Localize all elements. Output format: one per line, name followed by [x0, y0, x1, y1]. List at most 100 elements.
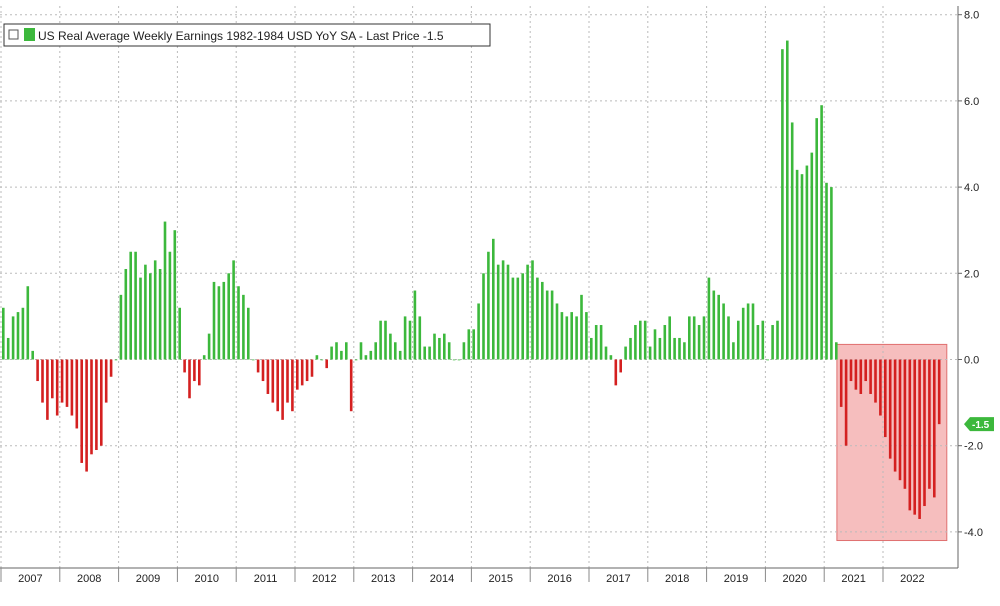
bar-2021-08: [859, 359, 863, 394]
legend-label: US Real Average Weekly Earnings 1982-198…: [38, 29, 444, 43]
bar-2016-01: [531, 260, 534, 360]
bar-2014-08: [447, 342, 451, 360]
bar-2010-04: [193, 359, 196, 382]
last-price-marker: [964, 417, 994, 432]
bar-2021-03: [835, 342, 838, 360]
bar-2007-09: [41, 359, 44, 403]
bar-2011-06: [261, 359, 265, 382]
bar-2020-05: [786, 40, 789, 360]
bar-2022-01: [884, 359, 887, 438]
x-tick-label: 2017: [606, 573, 630, 585]
bar-2017-06: [614, 359, 618, 386]
bar-2007-08: [36, 359, 39, 382]
y-tick-label: 0.0: [964, 355, 979, 367]
bar-2012-04: [310, 359, 314, 377]
bar-2017-12: [643, 320, 647, 360]
bar-2008-04: [75, 359, 79, 429]
y-tick-label: 6.0: [964, 96, 979, 108]
bar-2021-06: [849, 359, 853, 382]
bar-2013-08: [389, 333, 392, 360]
bar-2015-08: [506, 264, 510, 360]
bar-2011-03: [247, 307, 250, 360]
y-tick-label: 4.0: [964, 182, 979, 194]
bar-2014-12: [467, 329, 471, 360]
bar-2015-02: [477, 303, 480, 360]
bar-2020-11: [815, 118, 818, 360]
bar-2009-10: [163, 221, 167, 360]
x-tick-label: 2022: [900, 573, 924, 585]
bar-2014-10: [457, 359, 461, 361]
bar-2021-12: [879, 359, 882, 416]
y-tick-label: -2.0: [964, 441, 983, 453]
bar-2013-02: [359, 342, 363, 360]
bar-2021-01: [825, 182, 828, 360]
bar-2011-12: [291, 359, 294, 412]
bar-2022-12: [937, 359, 941, 425]
bar-2008-05: [80, 359, 83, 463]
last-price-label: -1.5: [972, 420, 990, 431]
bar-2016-11: [580, 294, 583, 360]
bar-2008-10: [104, 359, 108, 403]
axis-layer: 8.0 6.0 4.0 2.0 0.0 -2.0 -4.0 2007 2008 2009 2010 2…: [0, 6, 983, 585]
bar-2016-03: [541, 281, 544, 360]
bar-2012-08: [330, 346, 333, 360]
x-tick-label: 2008: [77, 573, 101, 585]
bar-2020-09: [805, 165, 809, 360]
bar-2020-07: [795, 169, 799, 360]
bar-2009-02: [124, 268, 128, 360]
bar-2007-06: [26, 286, 30, 360]
x-tick-label: 2009: [136, 573, 160, 585]
bar-2008-01: [60, 359, 64, 403]
bar-2022-08: [918, 359, 921, 519]
bar-2013-03: [364, 355, 368, 360]
bar-2017-10: [634, 325, 637, 360]
bar-2009-11: [168, 251, 172, 360]
bar-2020-03: [776, 320, 779, 360]
last-price-tag: -1.5: [964, 417, 994, 432]
bar-2020-10: [810, 152, 814, 360]
bar-2021-11: [874, 359, 877, 403]
bar-2019-10: [751, 303, 755, 360]
bar-2019-04: [722, 303, 725, 360]
bar-2011-07: [266, 359, 270, 394]
bar-2012-06: [320, 359, 324, 361]
bar-2017-07: [619, 359, 622, 373]
bar-2019-07: [737, 320, 740, 360]
bar-2009-07: [149, 273, 152, 360]
legend-swatch: [24, 28, 35, 41]
bar-2022-10: [928, 359, 931, 489]
bar-2018-11: [697, 325, 701, 360]
bar-2016-04: [545, 290, 549, 360]
bar-2022-11: [933, 359, 936, 498]
bar-2007-03: [11, 316, 15, 360]
bar-2008-06: [85, 359, 88, 472]
bar-2008-07: [90, 359, 93, 455]
y-tick-label: -4.0: [964, 527, 983, 539]
bar-2018-06: [673, 337, 676, 360]
bar-2014-02: [418, 316, 422, 360]
bar-2019-09: [746, 303, 750, 360]
bar-2022-07: [913, 359, 916, 515]
bar-2012-10: [340, 350, 343, 360]
bar-2022-06: [908, 359, 912, 511]
bar-2011-10: [281, 359, 284, 420]
bar-2015-01: [472, 329, 475, 360]
bar-2018-02: [653, 329, 657, 360]
bar-2015-12: [526, 264, 529, 360]
bar-2022-09: [923, 359, 926, 507]
bar-2008-12: [114, 359, 118, 361]
bar-2018-04: [663, 325, 667, 360]
x-tick-label: 2016: [547, 573, 571, 585]
bar-2011-05: [256, 359, 260, 373]
bar-2014-11: [462, 342, 466, 360]
y-tick-label: 8.0: [964, 10, 979, 22]
x-tick-label: 2015: [489, 573, 513, 585]
bar-2021-09: [864, 359, 867, 382]
bar-2022-02: [888, 359, 892, 459]
bar-2013-12: [408, 320, 412, 360]
bar-2017-08: [624, 346, 627, 360]
bar-2012-05: [315, 355, 319, 360]
bar-2021-02: [830, 187, 833, 360]
bar-2013-11: [403, 316, 407, 360]
bar-2019-06: [732, 342, 735, 360]
